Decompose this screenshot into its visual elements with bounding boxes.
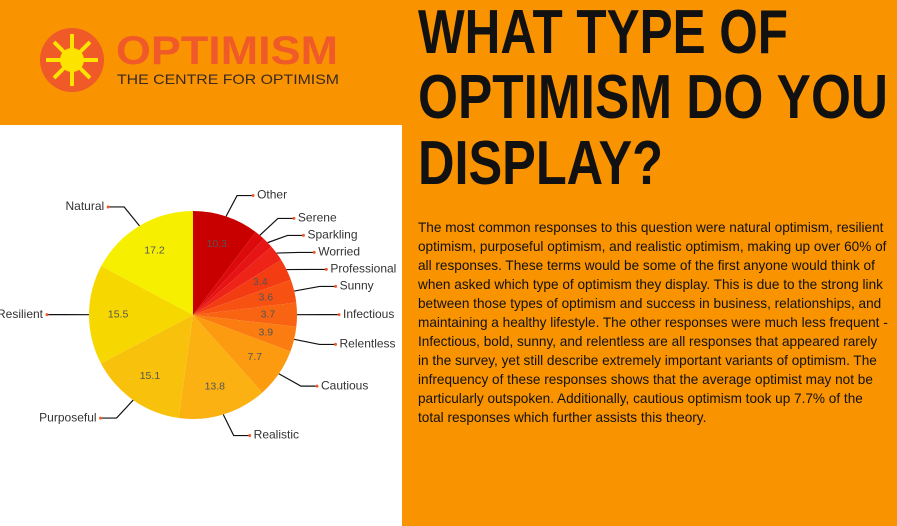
slice-value: 15.1 <box>140 370 161 382</box>
leader-dot <box>324 267 328 271</box>
leader-dot <box>106 205 110 209</box>
leader-dot <box>337 313 341 317</box>
leader-dot <box>301 233 305 237</box>
leader-dot <box>312 250 316 254</box>
slice-value: 13.8 <box>205 380 226 392</box>
leader-line <box>278 373 317 387</box>
slice-label: Relentless <box>340 337 396 351</box>
pie-slice <box>193 279 297 315</box>
logo-name: OPTIMISM <box>116 29 338 73</box>
heading-line: DISPLAY? <box>418 129 663 198</box>
leader-line <box>267 234 304 244</box>
slice-label: Realistic <box>254 428 299 442</box>
pie-slice <box>193 315 297 352</box>
leader-dot <box>315 384 319 388</box>
pie-slice <box>178 315 263 420</box>
heading-line: OPTIMISM DO YOU <box>418 63 888 132</box>
heading-line: WHAT TYPE OF <box>418 0 788 67</box>
logo-tagline: THE CENTRE FOR OPTIMISM <box>117 71 339 87</box>
pie-slice <box>193 238 272 315</box>
slice-value: 3.7 <box>261 309 276 321</box>
heading: WHAT TYPE OF OPTIMISM DO YOU DISPLAY? <box>418 0 888 198</box>
slice-label: Natural <box>65 199 104 213</box>
slice-value: 3.4 <box>253 276 268 288</box>
pie-chart: 10.3 3.4 3.6 3.7 3.9 7.7 13.8 15.1 15.5 17.2 Other… <box>0 188 396 442</box>
slice-label: Worried <box>318 245 360 259</box>
leader-line <box>294 338 336 346</box>
pie-slice <box>193 302 297 327</box>
leader-dot <box>248 434 252 438</box>
pie-slice <box>193 232 264 315</box>
slice-label: Sunny <box>340 279 374 293</box>
sun-icon <box>40 28 104 92</box>
pie-slice <box>193 259 291 315</box>
pie-slice <box>100 315 193 419</box>
slice-value: 7.7 <box>247 351 262 363</box>
leader-dot <box>334 342 338 346</box>
body-text: The most common responses to this questi… <box>418 220 888 425</box>
leader-dot <box>251 194 255 198</box>
pie-slice <box>89 266 193 364</box>
pie-slice <box>193 246 282 315</box>
slice-label: Sparkling <box>307 228 357 242</box>
leader-line <box>100 399 134 419</box>
slice-label: Purposeful <box>39 410 96 424</box>
pie-slice <box>193 211 256 315</box>
leader-line <box>222 414 250 437</box>
slice-label: Professional <box>330 262 396 276</box>
leader-dot <box>99 416 103 420</box>
slice-label: Serene <box>298 211 337 225</box>
slice-label: Cautious <box>321 378 368 392</box>
leader-dot <box>45 313 49 317</box>
pie-slice <box>101 211 193 315</box>
slice-label: Other <box>257 188 287 202</box>
slice-value: 3.9 <box>259 326 274 338</box>
slice-value: 15.5 <box>108 309 129 321</box>
slice-label: Infectious <box>343 307 394 321</box>
logo: OPTIMISM THE CENTRE FOR OPTIMISM <box>40 28 339 92</box>
slice-label: Resilient <box>0 307 44 321</box>
slice-value: 10.3 <box>207 238 228 250</box>
leader-line <box>225 194 254 217</box>
leader-line <box>294 285 336 292</box>
slice-value: 17.2 <box>144 245 165 257</box>
slice-value: 3.6 <box>259 292 274 304</box>
leader-line <box>276 251 315 254</box>
leader-line <box>108 206 140 227</box>
leader-dot <box>292 216 296 220</box>
leader-line <box>259 217 294 236</box>
leader-dot <box>334 284 338 288</box>
pie-slice <box>193 315 291 393</box>
